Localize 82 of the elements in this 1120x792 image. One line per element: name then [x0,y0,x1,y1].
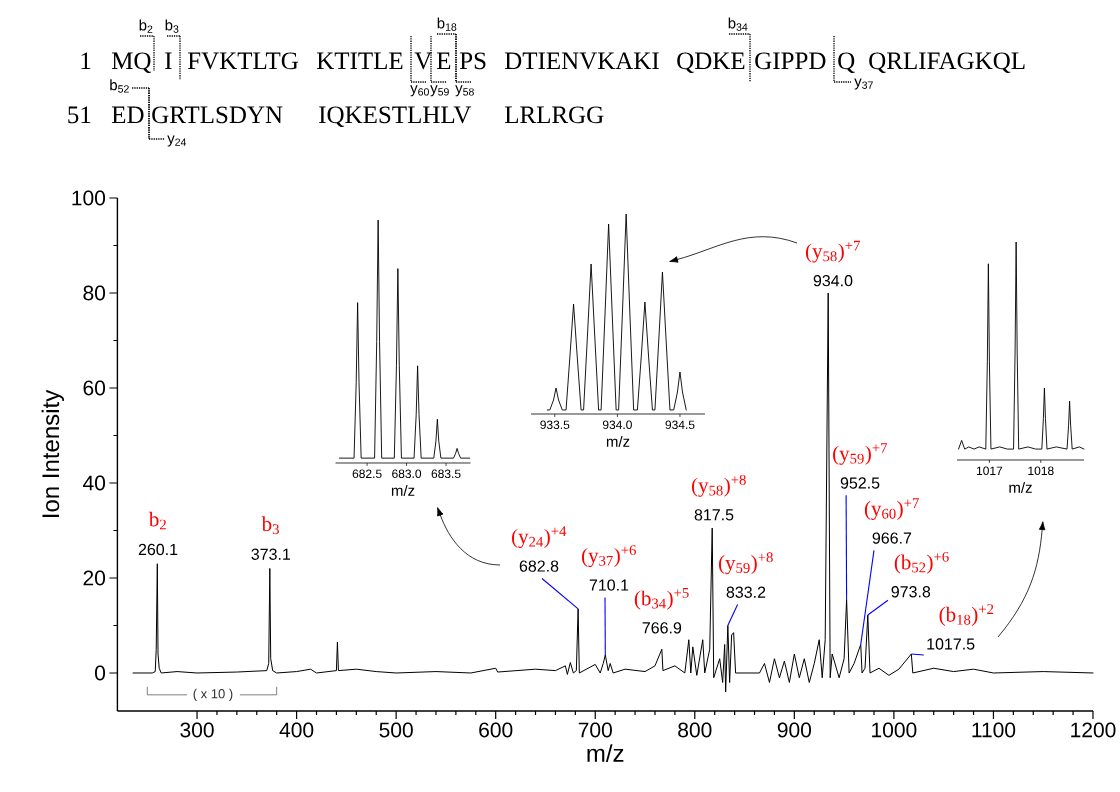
text: 1 [81,52,91,69]
text: Q [838,52,855,74]
annotation: ( x 10 ) [193,688,233,701]
text: QRLIFAGKQL [869,52,1025,74]
x-tick-label: 933.5 [540,420,570,430]
y-tick-label: 80 [83,285,106,301]
text: GRTLSDYN [152,106,283,124]
annotation: 833.2 [726,586,766,598]
annotation: (y$_{58}$)$^{+7}$ [805,240,860,263]
x-tick-label: 800 [678,722,712,738]
annotation: 1017.5 [927,638,975,650]
annotation: 260.1 [138,543,178,556]
x-tick-label: 1200 [1071,722,1116,738]
x-tick-label: 700 [578,722,612,738]
x-tick-label: 1017 [976,466,1003,476]
text: IQKESTLHLV [319,106,472,128]
y-tick-label: 100 [72,190,106,206]
text: ED [111,106,144,124]
annotation: (y$_{59}$)$^{+7}$ [833,443,888,465]
annotation: 710.1 [589,579,629,591]
text: y$_{60}$ [410,85,429,97]
text: 51 [68,106,91,124]
text: I [165,52,172,69]
y-tick-label: 40 [83,475,106,491]
text: y$_{24}$ [167,135,187,147]
x-tick-label: 682.5 [352,469,382,479]
annotation: b$_{3}$ [261,516,279,535]
annotation: 682.8 [519,560,559,572]
text: V [414,52,432,70]
text: GIPPD [755,52,826,70]
y-tick-label: 60 [83,380,106,396]
x-tick-label: 1100 [972,722,1016,738]
text: DTIENVKAKI [504,52,659,70]
annotation: 966.7 [872,532,912,544]
x-tick-label: 600 [479,722,513,738]
annotation: (b$_{18}$)$^{+2}$ [939,604,994,626]
text: b$_{3}$ [165,19,179,33]
x-tick-label: 400 [279,722,314,738]
text: PS [459,52,486,70]
annotation: 373.1 [251,548,291,560]
text: KTITLE [316,52,403,69]
x-tick-label: 900 [777,722,812,738]
text: y$_{59}$ [430,85,449,97]
annotation: (y$_{37}$)$^{+6}$ [581,545,636,568]
x-axis-title: m/z [1009,481,1032,493]
text: y$_{58}$ [455,85,474,97]
text: MQ [111,52,152,74]
annotation: 952.5 [840,477,880,489]
x-tick-label: 1018 [1028,466,1054,476]
y-axis-title: Ion Intensity [41,389,64,517]
annotation: b$_{2}$ [148,511,166,530]
x-tick-label: 934.0 [602,420,632,430]
text: QDKE [677,52,745,74]
x-tick-label: 683.5 [431,469,461,479]
x-tick-label: 683.0 [392,469,422,479]
text: b$_{52}$ [110,79,129,93]
x-axis-title: m/z [606,435,630,447]
text: E [436,52,451,69]
y-tick-label: 20 [83,570,106,586]
annotation: (b$_{34}$)$^{+5}$ [634,588,689,610]
text: LRLRGG [504,106,604,124]
annotation: 973.8 [891,586,931,598]
text: b$_{18}$ [437,17,457,31]
annotation: 817.5 [694,509,734,521]
annotation: (b$_{52}$)$^{+6}$ [894,551,949,574]
text: b$_{34}$ [728,17,748,31]
text: b$_{2}$ [139,19,153,33]
x-tick-label: 934.5 [665,420,695,430]
text: FVKTLTG [187,52,299,70]
annotation: (y$_{60}$)$^{+7}$ [864,498,919,520]
x-tick-label: 300 [180,722,214,738]
x-tick-label: 1000 [872,722,917,738]
annotation: 934.0 [813,274,853,287]
annotation: (y$_{24}$)$^{+4}$ [512,526,567,549]
annotation: 766.9 [642,622,682,634]
text: y$_{37}$ [854,78,873,90]
annotation: (y$_{58}$)$^{+8}$ [692,474,746,497]
x-tick-label: 500 [379,722,413,738]
y-tick-label: 0 [95,665,106,681]
x-axis-title: m/z [587,744,624,762]
annotation: (y$_{59}$)$^{+8}$ [718,552,773,575]
x-axis-title: m/z [391,484,415,496]
